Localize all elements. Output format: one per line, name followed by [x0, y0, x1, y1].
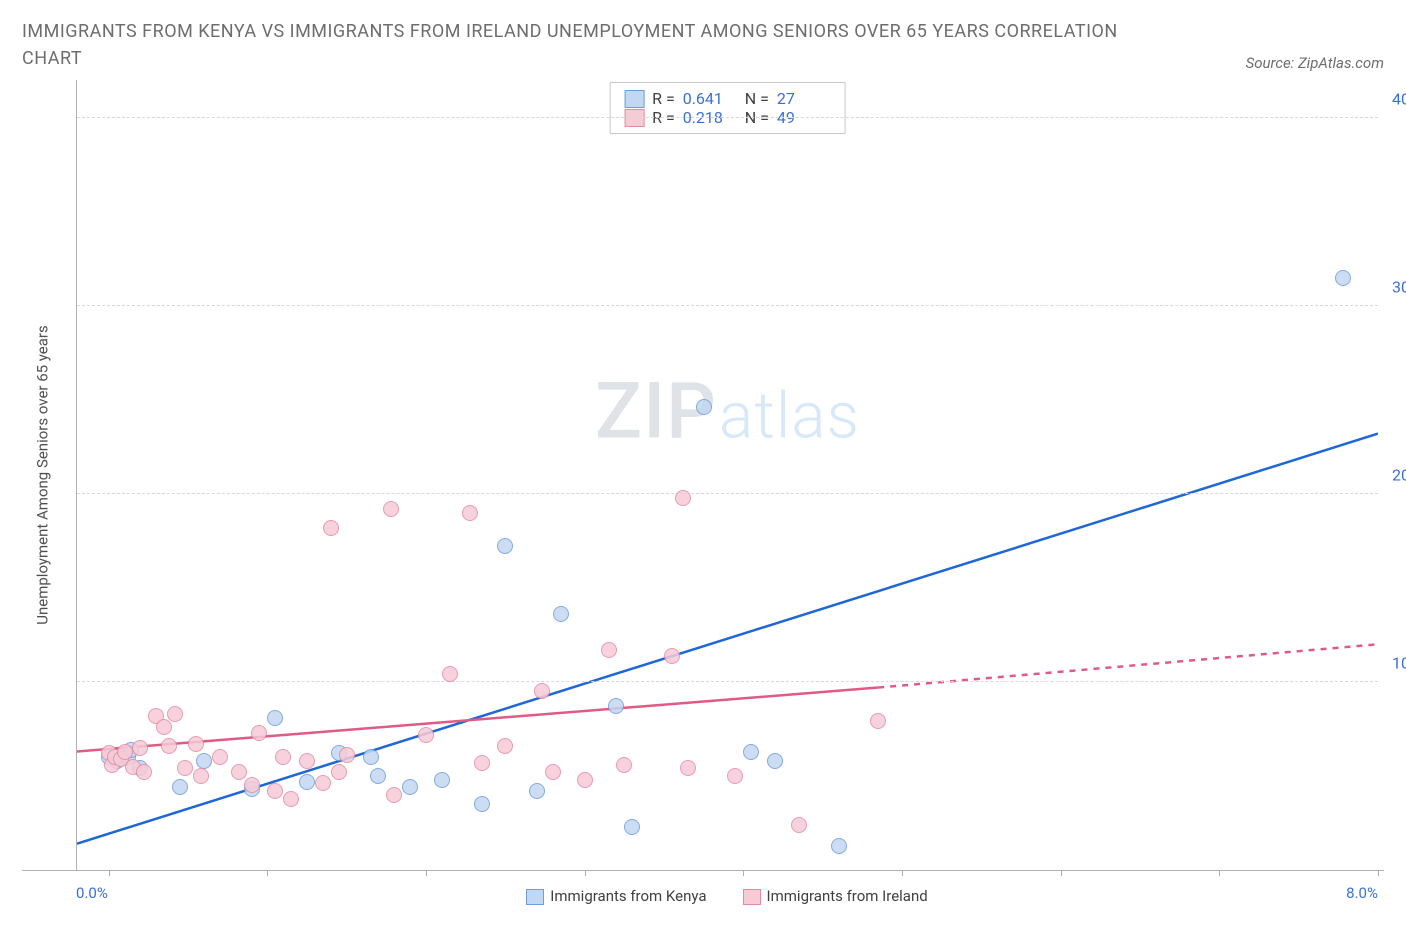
y-tick-label: 20.0% [1380, 465, 1406, 484]
data-point-kenya [743, 744, 759, 760]
gridline [77, 117, 1378, 118]
data-point-kenya [299, 774, 315, 790]
n-value-kenya: 27 [777, 89, 831, 108]
data-point-kenya [497, 538, 513, 554]
data-point-kenya [831, 838, 847, 854]
data-point-ireland [418, 727, 434, 743]
data-point-ireland [136, 764, 152, 780]
data-point-ireland [212, 749, 228, 765]
watermark: ZIPatlas [595, 366, 860, 457]
data-point-ireland [177, 760, 193, 776]
data-point-ireland [442, 666, 458, 682]
data-point-kenya [529, 783, 545, 799]
x-axis-max-label: 8.0% [1346, 884, 1378, 902]
data-point-ireland [791, 817, 807, 833]
gridline [77, 493, 1378, 494]
data-point-ireland [474, 755, 490, 771]
data-point-kenya [608, 698, 624, 714]
x-tick [902, 870, 903, 876]
series-legend: Immigrants from Kenya Immigrants from Ire… [526, 887, 927, 905]
r-value-kenya: 0.641 [683, 89, 737, 108]
data-point-kenya [624, 819, 640, 835]
data-point-ireland [664, 648, 680, 664]
r-label: R = [652, 89, 675, 108]
gridline [77, 305, 1378, 306]
x-tick [743, 870, 744, 876]
chart-title: IMMIGRANTS FROM KENYA VS IMMIGRANTS FROM… [22, 18, 1142, 72]
data-point-ireland [534, 683, 550, 699]
swatch-kenya [526, 889, 544, 905]
y-tick-label: 30.0% [1380, 277, 1406, 296]
data-point-ireland [156, 719, 172, 735]
data-point-ireland [299, 753, 315, 769]
legend-item-kenya: Immigrants from Kenya [526, 887, 706, 905]
gridline [77, 681, 1378, 682]
legend-label-ireland: Immigrants from Ireland [767, 887, 928, 905]
x-tick [267, 870, 268, 876]
data-point-ireland [251, 725, 267, 741]
x-tick [585, 870, 586, 876]
data-point-ireland [462, 505, 478, 521]
stat-row-kenya: R = 0.641 N = 27 [624, 89, 831, 108]
data-point-ireland [870, 713, 886, 729]
data-point-kenya [767, 753, 783, 769]
data-point-ireland [383, 501, 399, 517]
y-axis-label: Unemployment Among Seniors over 65 years [34, 325, 52, 624]
x-tick [426, 870, 427, 876]
data-point-ireland [577, 772, 593, 788]
data-point-kenya [172, 779, 188, 795]
data-point-kenya [474, 796, 490, 812]
legend-item-ireland: Immigrants from Ireland [743, 887, 928, 905]
data-point-ireland [727, 768, 743, 784]
data-point-kenya [434, 772, 450, 788]
data-point-ireland [601, 642, 617, 658]
data-point-ireland [339, 747, 355, 763]
data-point-ireland [545, 764, 561, 780]
data-point-ireland [275, 749, 291, 765]
data-point-kenya [1335, 270, 1351, 286]
x-tick [1061, 870, 1062, 876]
x-tick [1378, 870, 1379, 876]
data-point-kenya [196, 753, 212, 769]
x-tick [109, 870, 110, 876]
data-point-ireland [680, 760, 696, 776]
stats-legend: R =0.641N =27R =0.218N =49 [609, 82, 846, 134]
data-point-ireland [497, 738, 513, 754]
data-point-ireland [167, 706, 183, 722]
data-point-ireland [244, 777, 260, 793]
data-point-ireland [315, 775, 331, 791]
x-tick [1219, 870, 1220, 876]
data-point-ireland [386, 787, 402, 803]
source-credit: Source: ZipAtlas.com [1246, 54, 1384, 72]
data-point-kenya [363, 749, 379, 765]
plot-area: Unemployment Among Seniors over 65 years… [22, 80, 1384, 871]
n-label: N = [745, 89, 769, 108]
data-point-kenya [267, 710, 283, 726]
data-point-ireland [283, 791, 299, 807]
data-point-ireland [331, 764, 347, 780]
data-point-kenya [696, 399, 712, 415]
trend-line [77, 434, 1378, 844]
data-point-ireland [323, 520, 339, 536]
data-point-kenya [553, 606, 569, 622]
data-point-ireland [188, 736, 204, 752]
data-point-kenya [402, 779, 418, 795]
data-point-ireland [193, 768, 209, 784]
swatch-ireland [743, 889, 761, 905]
data-point-ireland [675, 490, 691, 506]
data-point-ireland [231, 764, 247, 780]
data-point-ireland [117, 744, 133, 760]
legend-label-kenya: Immigrants from Kenya [550, 887, 706, 905]
data-point-ireland [267, 783, 283, 799]
data-point-ireland [616, 757, 632, 773]
data-point-kenya [370, 768, 386, 784]
y-tick-label: 10.0% [1380, 653, 1406, 672]
x-axis-min-label: 0.0% [76, 884, 108, 902]
swatch-kenya [624, 90, 644, 108]
data-point-ireland [132, 740, 148, 756]
data-point-ireland [161, 738, 177, 754]
y-tick-label: 40.0% [1380, 89, 1406, 108]
